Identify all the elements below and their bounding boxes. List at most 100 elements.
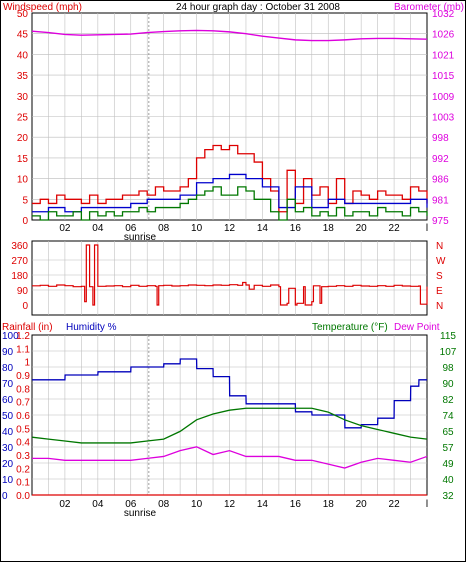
dewpoint-line [32, 446, 428, 469]
barometer-tick-label: 1003 [432, 113, 455, 124]
barometer-tick-label: 1021 [432, 50, 455, 61]
barometer-axis-label: Barometer (mb) [394, 2, 464, 13]
rain-tick-label: 0.9 [16, 371, 30, 382]
wind-panel-title: 24 hour graph day : October 31 2008 [176, 2, 340, 13]
compass-tick-label: E [436, 286, 443, 297]
rain-tick-label: 0.5 [16, 424, 30, 435]
climate-x-tick-label: 14 [257, 499, 269, 510]
direction-tick-label: 270 [11, 256, 28, 267]
humidity-tick-label: 90 [2, 347, 14, 358]
temperature-tick-label: 32 [442, 491, 454, 502]
climate-x-tick-label: 16 [290, 499, 302, 510]
windspeed-tick-label: 35 [17, 71, 29, 82]
temperature-tick-label: 82 [442, 395, 454, 406]
temperature-tick-label: 90 [442, 379, 454, 390]
compass-tick-label: N [436, 301, 443, 312]
windspeed-tick-label: 30 [17, 92, 29, 103]
windspeed-tick-label: 40 [17, 50, 29, 61]
climate-x-tick-label: 06 [125, 499, 137, 510]
humidity-tick-label: 20 [2, 459, 14, 470]
compass-tick-label: N [436, 241, 443, 252]
barometer-tick-label: 998 [432, 133, 449, 144]
temperature-line [31, 407, 428, 444]
direction-tick-label: 180 [11, 271, 28, 282]
humidity-tick-label: 10 [2, 475, 14, 486]
windspeed-tick-label: 0 [22, 216, 28, 227]
barometer-tick-label: 981 [432, 195, 449, 206]
windspeed-tick-label: 50 [17, 9, 29, 20]
average-wind-line [32, 186, 428, 221]
humidity-tick-label: 40 [2, 427, 14, 438]
rain-tick-label: 0.2 [16, 464, 30, 475]
humidity-axis-label: Humidity % [66, 322, 117, 333]
wind-x-tick-label: 20 [356, 223, 368, 234]
barometer-tick-label: 986 [432, 175, 449, 186]
humidity-tick-label: 30 [2, 443, 14, 454]
barometer-tick-label: 1009 [432, 92, 455, 103]
wind-x-tick-label: 12 [224, 223, 236, 234]
wind-x-tick-label: 02 [59, 223, 71, 234]
direction-tick-label: 0 [22, 301, 28, 312]
barometer-tick-label: 992 [432, 154, 449, 165]
windspeed-tick-label: 5 [22, 195, 28, 206]
wind-x-tick-label: 10 [191, 223, 203, 234]
climate-sunrise-label: sunrise [124, 508, 157, 519]
windspeed-tick-label: 45 [17, 30, 29, 41]
direction-tick-label: 360 [11, 241, 28, 252]
climate-x-tick-label: 22 [389, 499, 401, 510]
rainfall-axis-label: Rainfall (in) [2, 322, 53, 333]
temperature-tick-label: 40 [442, 475, 454, 486]
humidity-tick-label: 70 [2, 379, 14, 390]
humidity-tick-label: 80 [2, 363, 14, 374]
text-layer: 24 hour graph day : October 31 2008 Wind… [2, 2, 464, 519]
humidity-tick-label: 60 [2, 395, 14, 406]
windspeed-tick-label: 10 [17, 175, 29, 186]
barometer-tick-label: 1026 [432, 30, 455, 41]
windspeed-line [32, 144, 428, 213]
climate-x-tick-label: l [426, 499, 428, 510]
temperature-tick-label: 115 [440, 331, 456, 342]
temperature-axis-label: Temperature (°F) [312, 322, 388, 333]
compass-tick-label: S [436, 271, 443, 282]
temperature-tick-label: 107 [440, 347, 457, 358]
barometer-tick-label: 1015 [432, 71, 455, 82]
rain-tick-label: 0.3 [16, 451, 30, 462]
climate-x-tick-label: 02 [59, 499, 71, 510]
wind-direction-line [32, 244, 428, 306]
humidity-tick-label: 100 [2, 331, 19, 342]
windspeed-axis-label: Windspeed (mph) [3, 2, 82, 13]
climate-x-tick-label: 04 [92, 499, 104, 510]
humidity-line [32, 358, 427, 429]
wind-x-tick-label: 18 [323, 223, 335, 234]
humidity-tick-label: 0 [2, 491, 8, 502]
climate-x-tick-label: 08 [158, 499, 170, 510]
rain-tick-label: 0.4 [16, 438, 30, 449]
wind-x-tick-label: 08 [158, 223, 170, 234]
direction-tick-label: 90 [17, 286, 29, 297]
rain-tick-label: 1.1 [16, 344, 30, 355]
temperature-tick-label: 49 [442, 459, 454, 470]
wind-sunrise-label: sunrise [124, 232, 157, 243]
barometer-tick-label: 1032 [432, 9, 455, 20]
series-layer [31, 29, 428, 496]
climate-x-tick-label: 10 [191, 499, 203, 510]
temperature-tick-label: 74 [442, 411, 454, 422]
wind-x-tick-label: 16 [290, 223, 302, 234]
barometer-tick-label: 975 [432, 216, 449, 227]
wind-x-tick-label: 04 [92, 223, 104, 234]
rain-tick-label: 1 [24, 358, 30, 369]
wind-x-tick-label: 06 [125, 223, 137, 234]
climate-x-tick-label: 18 [323, 499, 335, 510]
temperature-tick-label: 57 [442, 443, 454, 454]
barometer-line [31, 29, 428, 42]
rain-tick-label: 0.0 [16, 491, 30, 502]
rain-tick-label: 1.2 [16, 331, 30, 342]
rain-tick-label: 0.1 [16, 478, 30, 489]
temperature-tick-label: 65 [442, 427, 454, 438]
windspeed-tick-label: 15 [17, 154, 29, 165]
compass-tick-label: W [436, 256, 446, 267]
rain-tick-label: 0.6 [16, 411, 30, 422]
gust-line [32, 173, 428, 213]
